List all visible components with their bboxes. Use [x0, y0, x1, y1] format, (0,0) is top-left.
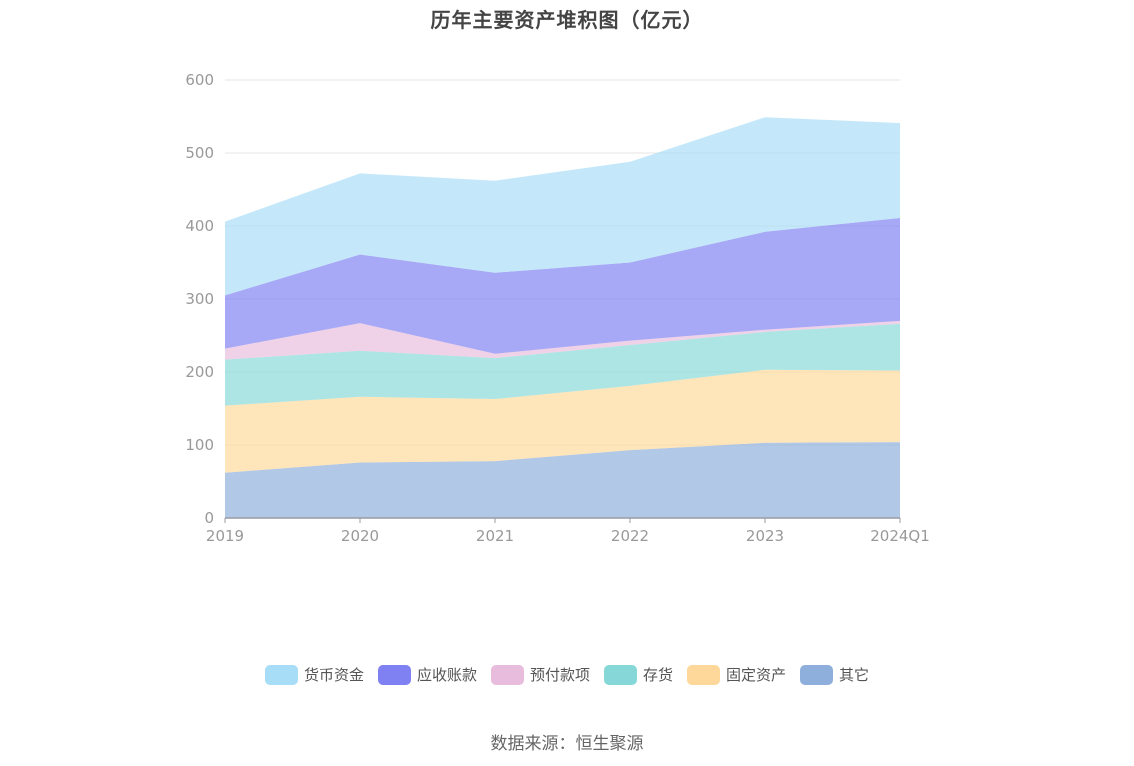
legend-label: 应收账款	[416, 666, 477, 684]
area-series-4[interactable]	[225, 218, 900, 354]
y-tick-label: 500	[185, 144, 214, 162]
y-tick-label: 100	[185, 436, 214, 454]
area-series	[225, 117, 900, 518]
area-series-5[interactable]	[225, 117, 900, 296]
y-tick-label: 200	[185, 363, 214, 381]
x-tick-label: 2024Q1	[870, 527, 930, 545]
legend-label: 货币资金	[303, 666, 364, 684]
y-tick-label: 400	[185, 217, 214, 235]
axes: 0 100 200 300 400 500 600 2019 2020 2021 2022 2023 2…	[185, 71, 929, 545]
legend-swatch	[490, 664, 524, 685]
x-tick-label: 2019	[206, 527, 244, 545]
legend-item[interactable]: 固定资产	[687, 664, 786, 685]
x-tick-label: 2021	[476, 527, 514, 545]
legend-swatch	[687, 664, 721, 685]
legend-swatch	[604, 664, 637, 685]
x-tick-label: 2022	[611, 527, 649, 545]
source-note: 数据来源：恒生聚源	[490, 734, 644, 754]
y-tick-label: 300	[185, 290, 214, 308]
legend-swatch	[264, 664, 298, 685]
area-series-3[interactable]	[225, 320, 900, 360]
x-tick-label: 2020	[341, 527, 379, 545]
legend: 货币资金 应收账款 预付款项 存货 固定资产 其它	[0, 664, 1134, 685]
legend-label: 其它	[839, 666, 870, 684]
legend-label: 存货	[643, 666, 674, 684]
x-tick-label: 2023	[746, 527, 784, 545]
legend-swatch	[800, 664, 834, 685]
legend-item[interactable]: 货币资金	[264, 664, 364, 685]
y-tick-label: 0	[204, 509, 214, 527]
chart-title: 历年主要资产堆积图（亿元）	[430, 8, 704, 32]
y-tick-label: 600	[185, 71, 214, 89]
legend-label: 固定资产	[726, 666, 787, 684]
legend-item[interactable]: 存货	[604, 664, 673, 685]
legend-item[interactable]: 其它	[800, 664, 869, 685]
legend-label: 预付款项	[529, 666, 590, 684]
legend-swatch	[377, 664, 411, 685]
area-series-0[interactable]	[225, 442, 900, 518]
area-series-2[interactable]	[225, 323, 900, 406]
area-series-1[interactable]	[225, 369, 900, 473]
legend-item[interactable]: 预付款项	[490, 664, 590, 685]
legend-item[interactable]: 应收账款	[377, 664, 477, 685]
